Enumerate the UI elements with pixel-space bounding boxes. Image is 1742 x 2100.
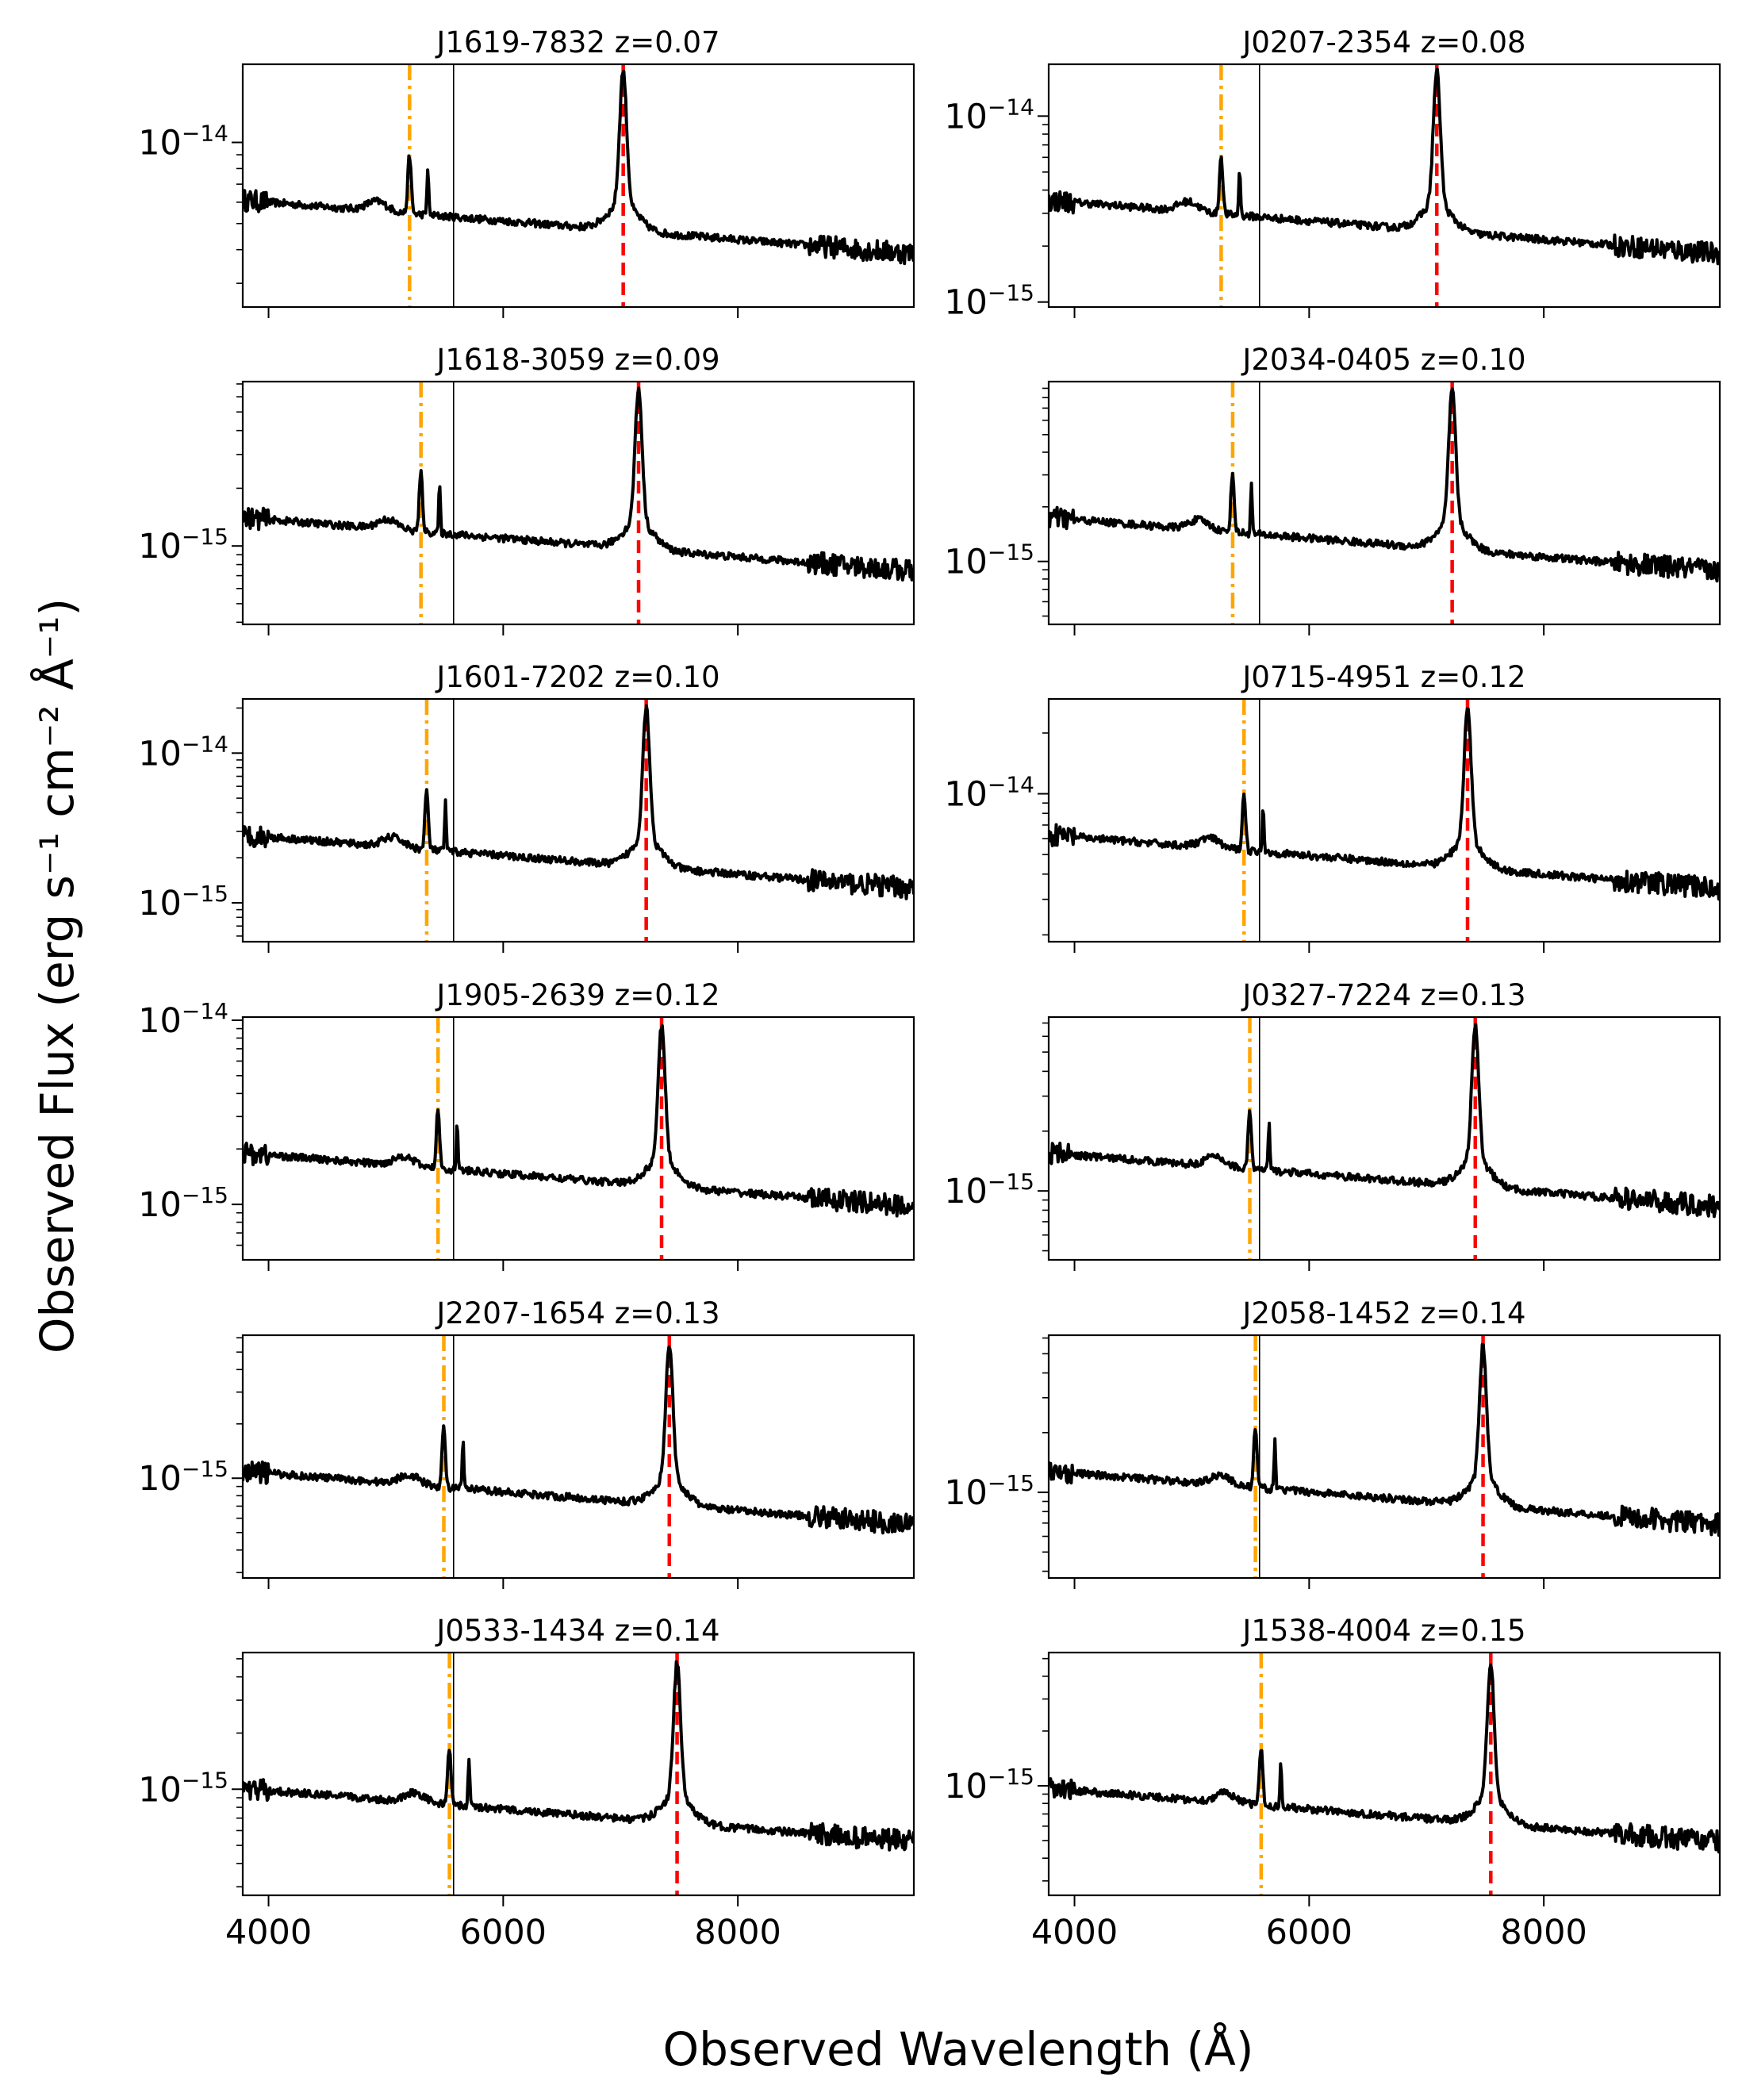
y-tick-label-4-1: 10−15 [944,539,1034,582]
axes-frame-8 [1047,1015,1721,1261]
panel-title-8: J0327-7224 z=0.13 [1241,978,1525,1012]
spectrum-line-12 [1049,1663,1720,1854]
axes-frame-12 [1047,1651,1721,1897]
x-tick-label-12-3: 8000 [1500,1913,1587,1952]
x-tick-label-11-2: 6000 [460,1913,547,1952]
y-tick-label-8-1: 10−15 [944,1169,1034,1211]
panel-title-1: J1619-7832 z=0.07 [435,25,719,60]
y-tick-label-1-1: 10−14 [138,121,228,163]
y-tick-label-3-1: 10−15 [138,524,228,566]
spectrum-line-8 [1049,1023,1720,1219]
y-tick-label-9-1: 10−15 [138,1456,228,1499]
x-tick-label-11-3: 8000 [694,1913,781,1952]
panel-title-4: J2034-0405 z=0.10 [1241,343,1525,377]
panel-3: 10−15 J1618-3059 z=0.09 [138,343,915,635]
y-tick-label-5-1: 10−14 [138,731,228,774]
spectrum-line-1 [243,69,914,266]
x-axis-label: Observed Wavelength (Å) [663,2021,1254,2076]
panel-5: 10−14 10−15 J1601-7202 z=0.10 [138,660,915,953]
panel-10: 10−15 J2058-1452 z=0.14 [944,1296,1721,1589]
panel-9: 10−15 J2207-1654 z=0.13 [138,1296,915,1589]
axes-frame-7 [241,1015,915,1261]
panel-8: 10−15 J0327-7224 z=0.13 [944,978,1721,1271]
y-tick-label-7-2: 10−15 [138,1182,228,1225]
x-tick-label-12-1: 4000 [1031,1913,1118,1952]
y-tick-label-2-2: 10−15 [944,280,1034,323]
panel-7: 10−14 10−15 J1905-2639 z=0.12 [138,978,915,1271]
y-tick-label-2-1: 10−14 [944,94,1034,136]
panel-title-12: J1538-4004 z=0.15 [1241,1614,1525,1648]
panel-6: 10−14 J0715-4951 z=0.12 [944,660,1721,953]
y-tick-label-7-1: 10−14 [138,998,228,1041]
panels-group: 10−14 J1619-7832 z=0.07 10−14 10−15 J0207-23… [138,25,1721,1952]
y-tick-label-11-1: 10−15 [138,1767,228,1810]
axes-frame-6 [1047,697,1721,943]
axes-frame-1 [241,63,915,309]
spectrum-line-5 [243,704,914,900]
y-tick-label-6-1: 10−14 [944,772,1034,815]
panel-title-10: J2058-1452 z=0.14 [1241,1296,1525,1330]
y-tick-label-12-1: 10−15 [944,1764,1034,1806]
spectrum-line-11 [243,1660,914,1852]
panel-title-6: J0715-4951 z=0.12 [1241,660,1525,694]
panel-title-9: J2207-1654 z=0.13 [435,1296,719,1330]
y-tick-label-5-2: 10−15 [138,881,228,923]
axes-frame-10 [1047,1334,1721,1580]
y-tick-label-10-1: 10−15 [944,1470,1034,1513]
panel-2: 10−14 10−15 J0207-2354 z=0.08 [944,25,1721,323]
spectrum-line-3 [243,386,914,582]
panel-title-2: J0207-2354 z=0.08 [1241,25,1525,60]
axes-frame-11 [241,1651,915,1897]
panel-11: 10−15 4000 6000 8000 J0533-1434 z=0.14 [138,1614,915,1952]
x-tick-label-12-2: 6000 [1266,1913,1353,1952]
panel-4: 10−15 J2034-0405 z=0.10 [944,343,1721,635]
panel-title-3: J1618-3059 z=0.09 [435,343,719,377]
panel-title-5: J1601-7202 z=0.10 [435,660,719,694]
spectrum-line-7 [243,1023,914,1218]
panel-12: 10−15 4000 6000 8000 J1538-4004 z=0.15 [944,1614,1721,1952]
x-tick-label-11-1: 4000 [225,1913,312,1952]
panel-title-11: J0533-1434 z=0.14 [435,1614,719,1648]
axes-frame-4 [1047,380,1721,626]
panel-1: 10−14 J1619-7832 z=0.07 [138,25,915,318]
spectrum-line-2 [1049,67,1720,266]
spectrum-line-4 [1049,387,1720,583]
spectrum-line-6 [1049,707,1720,901]
panel-title-7: J1905-2639 z=0.12 [435,978,719,1012]
y-axis-label: Observed Flux (erg s⁻¹ cm⁻² Å⁻¹) [29,598,84,1353]
axes-frame-2 [1047,63,1721,309]
axes-frame-3 [241,380,915,626]
spectrum-line-9 [243,1346,914,1535]
spectrum-line-10 [1049,1342,1720,1538]
axes-frame-9 [241,1334,915,1580]
axes-frame-5 [241,697,915,943]
